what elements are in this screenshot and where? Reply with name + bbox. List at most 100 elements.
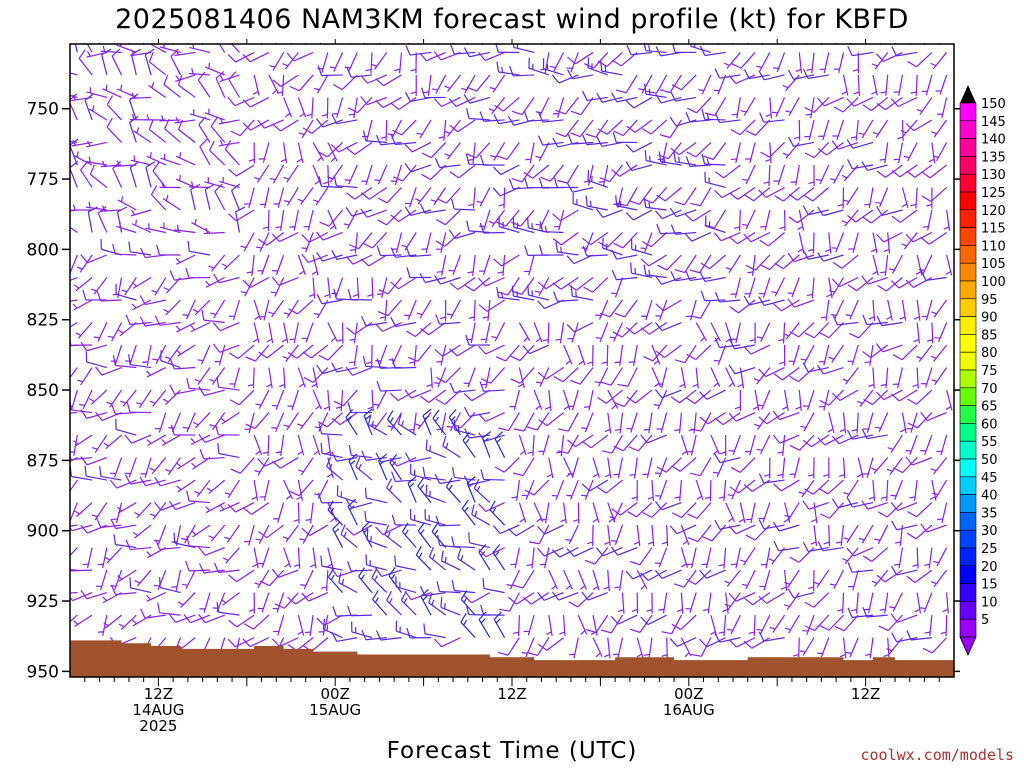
barb-staff	[162, 197, 181, 211]
wind-barb	[112, 243, 137, 256]
barb-staff	[178, 129, 196, 143]
wind-barb	[843, 479, 859, 499]
barb-full-flag	[332, 521, 341, 530]
barb-staff	[808, 209, 829, 216]
barb-half-flag	[843, 537, 850, 540]
barb-full-flag	[360, 316, 367, 326]
barb-half-flag	[489, 86, 496, 90]
wind-barb	[661, 614, 682, 635]
wind-barb	[573, 502, 580, 524]
barb-staff	[619, 344, 624, 366]
wind-barb	[846, 96, 874, 107]
barb-staff	[336, 456, 358, 462]
barb-half-flag	[151, 290, 158, 293]
wind-barb	[228, 71, 240, 98]
barb-staff	[144, 54, 152, 76]
barb-half-flag	[540, 518, 547, 521]
wind-barb	[347, 289, 373, 301]
wind-barb	[548, 569, 559, 590]
barb-half-flag	[252, 563, 258, 568]
barb-half-flag	[152, 358, 159, 361]
wind-barb	[756, 434, 771, 455]
wind-barb	[724, 592, 741, 611]
barb-staff	[86, 361, 107, 369]
wind-barb	[175, 254, 196, 265]
wind-barb	[316, 364, 343, 375]
wind-barb	[614, 412, 624, 434]
barb-full-flag	[555, 132, 566, 138]
barb-staff	[650, 119, 668, 135]
barb-staff	[184, 524, 196, 544]
barb-half-flag	[945, 270, 951, 275]
barb-half-flag	[725, 338, 732, 343]
wind-barb	[376, 245, 402, 257]
barb-half-flag	[390, 574, 396, 580]
wind-barb	[892, 367, 904, 389]
barb-staff	[870, 344, 889, 359]
wind-barb	[795, 52, 803, 74]
barb-full-flag	[442, 435, 447, 447]
barb-half-flag	[604, 473, 611, 478]
barb-full-flag	[185, 267, 190, 279]
barb-full-flag	[361, 629, 367, 640]
barb-half-flag	[224, 492, 231, 496]
barb-full-flag	[787, 588, 795, 599]
barb-staff	[852, 51, 874, 57]
barb-full-flag	[599, 177, 610, 183]
barb-half-flag	[886, 648, 892, 652]
barb-staff	[469, 434, 490, 439]
barb-full-flag	[245, 356, 256, 362]
barb-half-flag	[248, 158, 255, 162]
barb-full-flag	[789, 444, 800, 451]
barb-full-flag	[361, 521, 370, 530]
wind-barb	[630, 262, 653, 279]
barb-staff	[144, 321, 166, 327]
barb-full-flag	[445, 477, 453, 488]
barb-staff	[132, 614, 152, 627]
barb-staff	[549, 164, 565, 182]
barb-staff	[912, 231, 933, 243]
barb-staff	[837, 321, 859, 326]
barb-staff	[696, 97, 712, 114]
barb-full-flag	[714, 337, 721, 348]
barb-staff	[782, 457, 786, 479]
wind-barb	[566, 547, 594, 557]
barb-full-flag	[654, 389, 663, 399]
barb-staff	[660, 412, 668, 433]
wind-barb	[404, 141, 432, 153]
barb-full-flag	[617, 383, 628, 387]
wind-barb	[524, 254, 535, 276]
wind-barb	[563, 344, 573, 365]
wind-barb	[416, 119, 432, 139]
barb-staff	[454, 389, 476, 394]
wind-barb	[478, 544, 491, 571]
wind-barb	[725, 322, 733, 343]
barb-staff	[131, 434, 152, 444]
wind-barb	[831, 140, 859, 150]
barb-staff	[798, 322, 815, 338]
barb-staff	[485, 276, 505, 287]
wind-barb	[680, 524, 690, 545]
wind-barb	[148, 82, 167, 98]
wind-barb	[843, 524, 859, 544]
barb-full-flag	[392, 176, 403, 182]
barb-staff	[776, 52, 786, 73]
barb-half-flag	[727, 628, 733, 631]
barb-full-flag	[422, 408, 432, 417]
barb-full-flag	[419, 327, 429, 336]
barb-half-flag	[176, 462, 182, 468]
wind-barb	[435, 314, 461, 325]
barb-half-flag	[76, 266, 83, 270]
barb-staff	[723, 480, 727, 502]
barb-staff	[594, 547, 609, 565]
barb-half-flag	[712, 450, 719, 455]
barb-staff	[896, 569, 918, 576]
wind-barb	[208, 524, 226, 542]
wind-barb	[309, 547, 317, 569]
barb-half-flag	[220, 417, 226, 423]
wind-barb	[778, 322, 786, 344]
barb-full-flag	[596, 92, 603, 103]
barb-full-flag	[669, 525, 678, 535]
wind-barb	[70, 322, 78, 328]
barb-staff	[70, 411, 78, 414]
